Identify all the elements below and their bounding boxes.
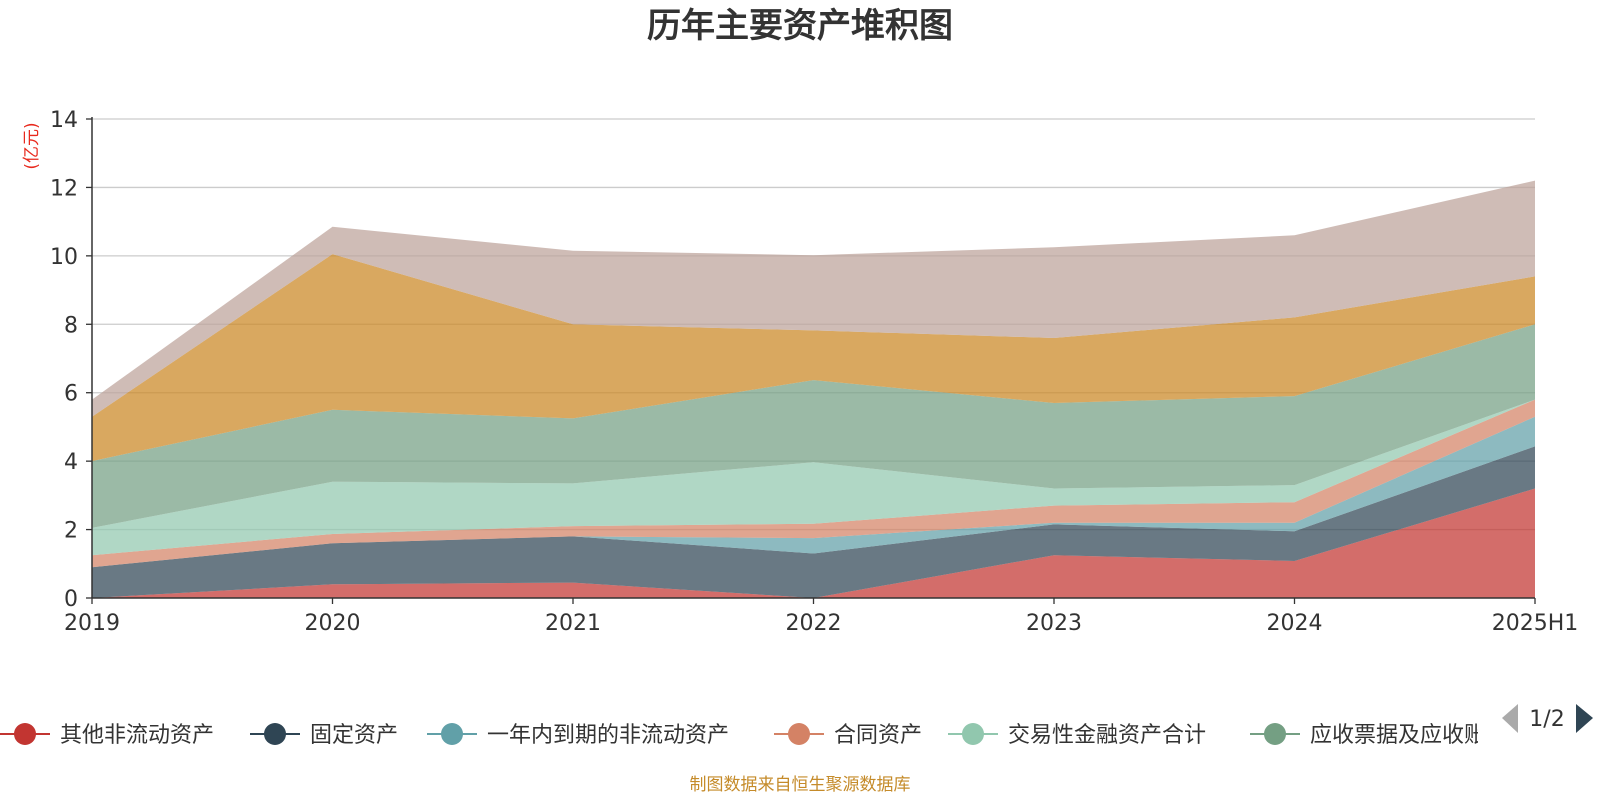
legend-label: 应收票据及应收账款 — [1310, 723, 1508, 748]
legend: 其他非流动资产 固定资产 一年内到期的非流动资产 合同资产 交易性金融资产合计 应收票据及… — [0, 723, 1508, 748]
area-series-4 — [92, 399, 1535, 556]
legend-next-page-icon[interactable] — [1576, 704, 1593, 733]
area-series-7 — [92, 180, 1535, 417]
axes: 0 2 4 6 8 10 12 14 2019 2020 2021 2022 2023 2024 2025H… — [50, 108, 1578, 636]
source-note: 制图数据来自恒生聚源数据库 — [690, 775, 911, 795]
legend-label: 固定资产 — [310, 723, 398, 748]
x-tick-label: 2024 — [1267, 611, 1323, 636]
area-series-3 — [92, 399, 1535, 568]
x-tick-label: 2025H1 — [1492, 611, 1579, 636]
x-tick-label: 2023 — [1026, 611, 1082, 636]
chart-title: 历年主要资产堆积图 — [647, 6, 953, 46]
legend-item[interactable]: 固定资产 — [250, 723, 398, 748]
legend-page-indicator: 1/2 — [1529, 707, 1564, 732]
x-tick-label: 2021 — [545, 611, 601, 636]
y-tick-label: 0 — [64, 587, 78, 612]
legend-label: 一年内到期的非流动资产 — [487, 723, 729, 748]
legend-item[interactable]: 交易性金融资产合计 — [948, 723, 1206, 748]
legend-marker-icon — [788, 723, 810, 745]
legend-marker-icon — [962, 723, 984, 745]
legend-prev-page-icon[interactable] — [1502, 704, 1518, 733]
legend-label: 其他非流动资产 — [60, 723, 214, 748]
legend-item[interactable]: 一年内到期的非流动资产 — [427, 723, 729, 748]
legend-marker-icon — [14, 723, 36, 745]
y-axis-unit-label: (亿元) — [22, 122, 42, 169]
legend-item[interactable]: 其他非流动资产 — [0, 723, 214, 748]
area-series-5 — [92, 324, 1535, 528]
legend-marker-icon — [1264, 723, 1286, 745]
legend-item[interactable]: 合同资产 — [774, 723, 922, 748]
legend-pager: 1/2 — [1502, 704, 1593, 733]
y-tick-label: 8 — [64, 313, 78, 338]
y-tick-label: 6 — [64, 382, 78, 407]
legend-marker-icon — [264, 723, 286, 745]
y-tick-label: 14 — [50, 108, 78, 133]
area-series-group — [92, 180, 1535, 598]
y-tick-label: 2 — [64, 519, 78, 544]
legend-item[interactable]: 应收票据及应收账款 — [1250, 723, 1508, 748]
legend-marker-icon — [441, 723, 463, 745]
area-series-6 — [92, 254, 1535, 462]
area-series-0 — [92, 488, 1535, 598]
legend-label: 交易性金融资产合计 — [1008, 723, 1206, 748]
area-series-1 — [92, 446, 1535, 598]
legend-label: 合同资产 — [834, 723, 922, 748]
x-tick-label: 2019 — [64, 611, 120, 636]
x-tick-label: 2022 — [786, 611, 842, 636]
y-tick-label: 12 — [50, 176, 78, 201]
y-tick-label: 10 — [50, 245, 78, 270]
x-tick-label: 2020 — [305, 611, 361, 636]
y-tick-label: 4 — [64, 450, 78, 475]
